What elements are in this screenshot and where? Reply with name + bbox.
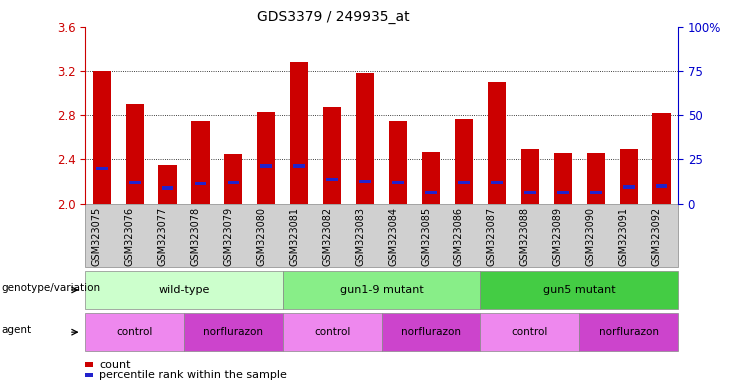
- Bar: [323, 108, 342, 204]
- Bar: [656, 184, 668, 187]
- Text: control: control: [511, 327, 548, 337]
- Text: GSM323088: GSM323088: [520, 207, 530, 266]
- Bar: [159, 165, 176, 204]
- Bar: [125, 104, 144, 204]
- Bar: [491, 181, 502, 184]
- Bar: [191, 121, 210, 204]
- Text: count: count: [99, 359, 131, 370]
- Bar: [622, 185, 634, 189]
- Bar: [225, 154, 242, 204]
- Text: GSM323091: GSM323091: [619, 207, 628, 266]
- Bar: [619, 149, 638, 204]
- Text: GSM323085: GSM323085: [421, 207, 431, 266]
- Bar: [425, 191, 437, 194]
- Text: GSM323076: GSM323076: [124, 207, 135, 266]
- Bar: [488, 82, 506, 204]
- Bar: [458, 181, 470, 184]
- Text: GSM323081: GSM323081: [289, 207, 299, 266]
- Bar: [162, 186, 173, 190]
- Bar: [422, 152, 440, 204]
- Text: norflurazon: norflurazon: [401, 327, 461, 337]
- Bar: [392, 181, 404, 184]
- Bar: [356, 73, 374, 204]
- Bar: [257, 112, 276, 204]
- Bar: [195, 182, 206, 185]
- Bar: [290, 62, 308, 204]
- Text: control: control: [116, 327, 153, 337]
- Text: control: control: [314, 327, 350, 337]
- Text: GSM323083: GSM323083: [355, 207, 365, 266]
- Bar: [359, 180, 371, 183]
- Bar: [524, 191, 536, 194]
- Bar: [129, 181, 141, 184]
- Bar: [227, 181, 239, 184]
- Text: percentile rank within the sample: percentile rank within the sample: [99, 370, 288, 380]
- Text: GSM323087: GSM323087: [487, 207, 497, 266]
- Text: gun1-9 mutant: gun1-9 mutant: [339, 285, 424, 295]
- Text: GSM323086: GSM323086: [454, 207, 464, 266]
- Text: GSM323075: GSM323075: [92, 207, 102, 266]
- Bar: [455, 119, 473, 204]
- Text: GDS3379 / 249935_at: GDS3379 / 249935_at: [257, 10, 410, 23]
- Bar: [326, 177, 338, 181]
- Text: GSM323082: GSM323082: [322, 207, 332, 266]
- Text: norflurazon: norflurazon: [599, 327, 659, 337]
- Text: GSM323089: GSM323089: [553, 207, 562, 266]
- Text: agent: agent: [1, 325, 32, 335]
- Bar: [293, 164, 305, 168]
- Text: GSM323079: GSM323079: [224, 207, 233, 266]
- Bar: [261, 164, 272, 168]
- Text: GSM323090: GSM323090: [585, 207, 596, 266]
- Bar: [389, 121, 407, 204]
- Bar: [554, 153, 572, 204]
- Text: GSM323080: GSM323080: [256, 207, 266, 266]
- Bar: [96, 167, 107, 170]
- Bar: [587, 153, 605, 204]
- Bar: [93, 71, 110, 204]
- Text: gun5 mutant: gun5 mutant: [543, 285, 616, 295]
- Text: GSM323078: GSM323078: [190, 207, 201, 266]
- Text: wild-type: wild-type: [159, 285, 210, 295]
- Text: genotype/variation: genotype/variation: [1, 283, 101, 293]
- Text: GSM323084: GSM323084: [388, 207, 398, 266]
- Bar: [521, 149, 539, 204]
- Text: GSM323077: GSM323077: [158, 207, 167, 266]
- Bar: [590, 191, 602, 194]
- Text: GSM323092: GSM323092: [651, 207, 662, 266]
- Bar: [653, 113, 671, 204]
- Bar: [557, 191, 568, 194]
- Text: norflurazon: norflurazon: [204, 327, 263, 337]
